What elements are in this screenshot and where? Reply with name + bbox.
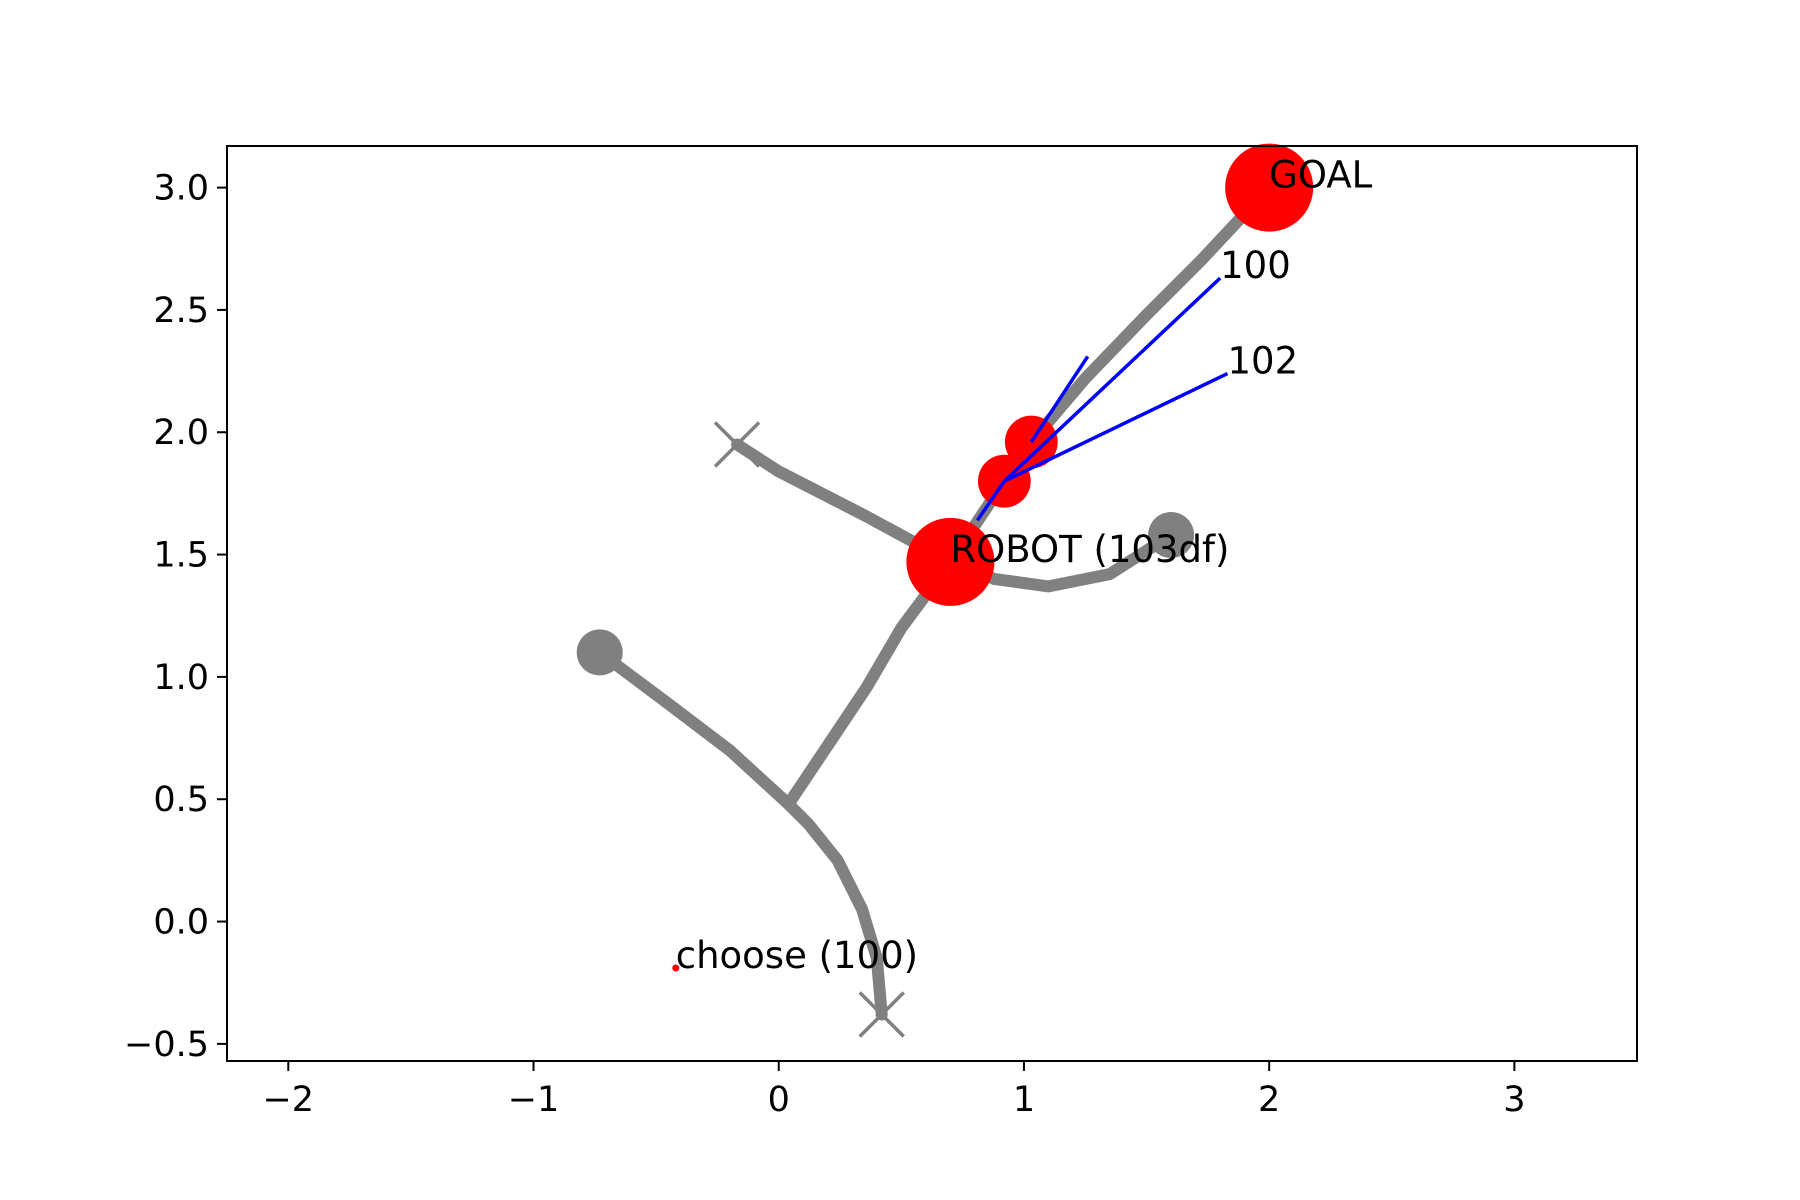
ray-2 <box>1003 276 1222 483</box>
x-tick-label-1: −1 <box>508 1080 560 1120</box>
trajectory-path-1 <box>593 646 795 811</box>
agents-layer <box>906 143 1314 606</box>
end-circle-1 <box>1148 511 1195 558</box>
annotation-4: choose (100) <box>676 934 918 977</box>
annotation-0: GOAL <box>1269 154 1372 197</box>
y-tick-label-4: 1.5 <box>153 536 209 576</box>
y-tick-label-2: 0.5 <box>153 780 209 820</box>
ray-1 <box>1029 355 1090 443</box>
y-tick-label-6: 2.5 <box>153 291 209 331</box>
trajectory-path-2 <box>782 555 957 811</box>
ray-3 <box>1003 371 1229 483</box>
y-tick-label-0: −0.5 <box>124 1025 209 1065</box>
annotation-3: ROBOT (103df) <box>950 528 1229 571</box>
agent-circle-0 <box>906 517 995 606</box>
annotation-1: 100 <box>1220 244 1291 287</box>
annotations-layer: GOAL 100 102 ROBOT (103df) choose (100) <box>676 154 1373 977</box>
point-marker-0 <box>672 964 680 972</box>
x-tick-label-3: 1 <box>1013 1080 1035 1120</box>
end-cross-0-b <box>858 991 905 1038</box>
agent-circle-1 <box>1225 143 1314 232</box>
markers-layer <box>672 964 680 972</box>
trajectory-path-0 <box>782 798 888 1021</box>
end-cross-1-b <box>713 421 761 468</box>
x-tick-label-0: −2 <box>262 1080 314 1120</box>
y-tick-label-1: 0.0 <box>153 903 209 943</box>
y-tick-label-5: 2.0 <box>153 413 209 453</box>
paths-layer <box>576 181 1276 1038</box>
x-tick-label-2: 0 <box>768 1080 790 1120</box>
y-tick-label-3: 1.0 <box>153 658 209 698</box>
axes-frame <box>226 145 1638 1062</box>
dashed-trajectory <box>1029 185 1272 444</box>
end-circle-0 <box>576 629 623 676</box>
x-tick-label-5: 3 <box>1503 1080 1525 1120</box>
annotation-2: 102 <box>1227 340 1298 383</box>
x-tick-label-4: 2 <box>1258 1080 1280 1120</box>
axes-layer: −2 −1 0 1 2 3 −0.5 0.0 0.5 1.0 1.5 2.0 2.5 3.0 <box>124 145 1638 1120</box>
trajectory-path-3 <box>731 438 957 568</box>
y-tick-label-7: 3.0 <box>153 169 209 209</box>
ray-0 <box>975 480 1006 522</box>
